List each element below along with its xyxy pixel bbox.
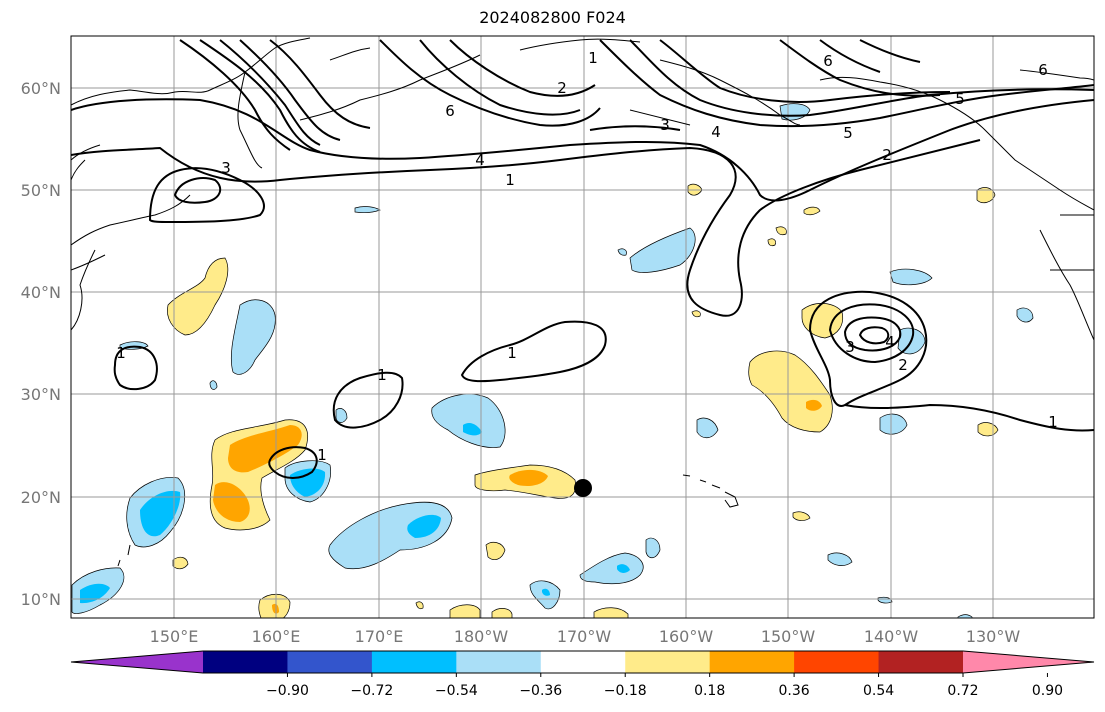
colorbar-tick-label: −0.18	[604, 683, 647, 699]
colorbar-tick-label: 0.36	[779, 683, 810, 699]
contour-label: 6	[1038, 61, 1048, 79]
graticule	[71, 36, 1094, 618]
colorbar: −0.90 −0.72 −0.54 −0.36 −0.18 0.18 0.36 0.54 0.7…	[70, 650, 1095, 699]
lon-label: 150°W	[761, 627, 816, 646]
contour-label: 5	[843, 124, 853, 142]
contour-label: 6	[445, 102, 455, 120]
lat-label: 50°N	[21, 181, 61, 200]
lat-label: 30°N	[21, 385, 61, 404]
colorbar-tick-label: 0.72	[947, 683, 978, 699]
contour-label: 1	[1048, 413, 1058, 431]
colorbar-swatch	[456, 651, 542, 673]
lat-label: 60°N	[21, 79, 61, 98]
lat-label: 10°N	[21, 590, 61, 609]
lat-label: 40°N	[21, 283, 61, 302]
colorbar-tick-label: 0.18	[694, 683, 725, 699]
contour-label: 4	[711, 123, 721, 141]
contour-label: 1	[377, 366, 387, 384]
contour-label: 1	[507, 344, 517, 362]
lon-label: 170°E	[355, 627, 404, 646]
colorbar-tick-label: 0.90	[1032, 683, 1063, 699]
contour-label: 2	[882, 146, 892, 164]
contour-label: 1	[505, 171, 515, 189]
contour-labels: 1 1 1 1 1 1 1 2 2 2 3 3 3 4 4 4 5 5 6 6 …	[116, 49, 1058, 464]
lon-label: 150°E	[150, 627, 199, 646]
map-title: 2024082800 F024	[479, 8, 626, 27]
colorbar-swatch	[878, 651, 964, 673]
colorbar-tick-label: −0.54	[435, 683, 478, 699]
contour-label: 1	[588, 49, 598, 67]
lat-label: 20°N	[21, 488, 61, 507]
contour-lines	[71, 39, 1094, 479]
negative-anomaly-shading	[71, 103, 1034, 618]
colorbar-tick-label: −0.90	[266, 683, 309, 699]
colorbar-swatch	[203, 651, 288, 673]
colorbar-swatch	[371, 651, 457, 673]
map-background	[71, 36, 1094, 618]
colorbar-extend-high	[963, 651, 1094, 673]
colorbar-tick-label: 0.54	[863, 683, 894, 699]
longitude-labels: 150°E 160°E 170°E 180°W 170°W 160°W 150°…	[150, 627, 1021, 646]
colorbar-tick-label: −0.72	[350, 683, 393, 699]
colorbar-swatch	[540, 651, 626, 673]
colorbar-swatch	[709, 651, 795, 673]
contour-label: 5	[955, 90, 965, 108]
lon-label: 140°W	[864, 627, 919, 646]
contour-label: 3	[845, 338, 855, 356]
strong-negative-anomaly-shading	[80, 422, 630, 604]
colorbar-swatch	[287, 651, 373, 673]
contour-label: 2	[557, 79, 567, 97]
contour-label: 1	[317, 446, 327, 464]
coastlines	[71, 37, 1094, 567]
colorbar-extend-low	[71, 651, 203, 673]
contour-label: 4	[885, 333, 895, 351]
lon-label: 180°W	[454, 627, 509, 646]
lon-label: 130°W	[966, 627, 1021, 646]
latitude-labels: 10°N 20°N 30°N 40°N 50°N 60°N	[21, 79, 61, 609]
contour-label: 4	[475, 151, 485, 169]
colorbar-tick-label: −0.36	[519, 683, 562, 699]
lon-label: 160°E	[252, 627, 301, 646]
colorbar-swatch	[625, 651, 711, 673]
map-frame	[70, 35, 1095, 619]
location-marker	[574, 479, 592, 497]
contour-label: 3	[221, 159, 231, 177]
strong-positive-anomaly-shading	[213, 399, 822, 614]
lon-label: 170°W	[557, 627, 612, 646]
positive-anomaly-shading	[167, 183, 999, 618]
colorbar-swatch	[794, 651, 880, 673]
contour-label: 1	[116, 344, 126, 362]
contour-label: 3	[660, 116, 670, 134]
contour-label: 2	[898, 356, 908, 374]
lon-label: 160°W	[659, 627, 714, 646]
colorbar-outline	[70, 650, 1095, 674]
contour-label: 6	[823, 52, 833, 70]
